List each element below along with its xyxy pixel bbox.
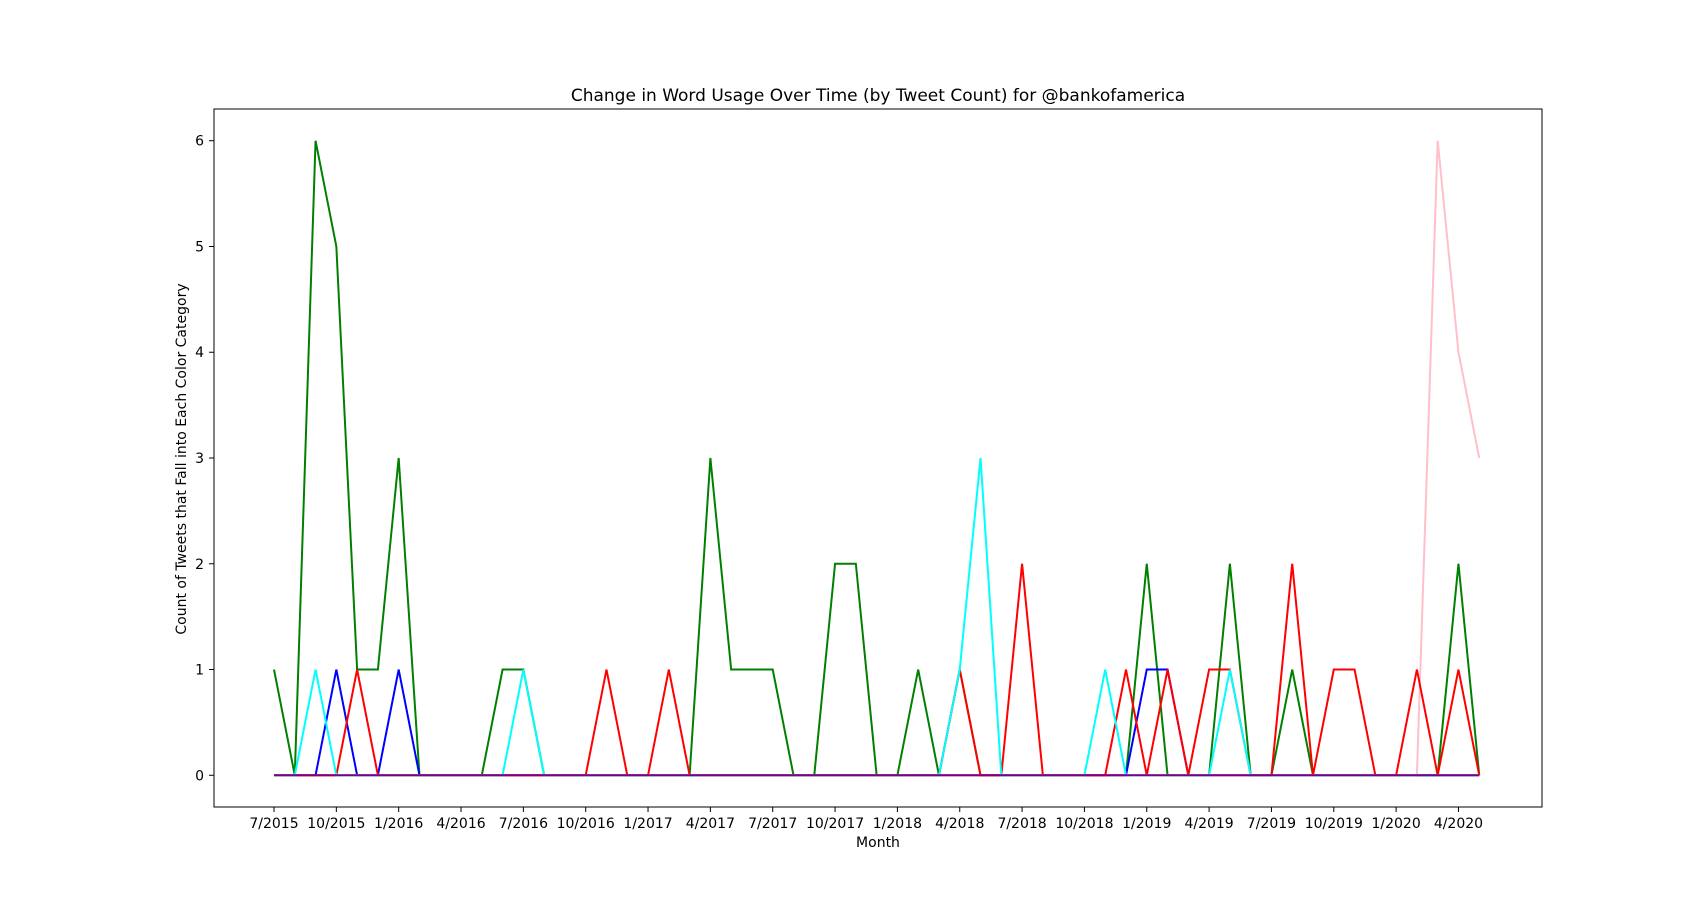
series-line-4 xyxy=(274,457,1480,777)
x-tick-label: 4/2020 xyxy=(1434,816,1483,832)
x-tick-label: 4/2017 xyxy=(686,816,735,832)
x-axis-label: Month xyxy=(856,835,900,851)
x-tick-label: 10/2018 xyxy=(1055,816,1113,832)
x-tick-label: 7/2016 xyxy=(499,816,548,832)
x-tick-label: 10/2016 xyxy=(557,816,615,832)
y-axis-label: Count of Tweets that Fall into Each Colo… xyxy=(174,283,190,634)
y-tick-label: 1 xyxy=(195,663,204,679)
x-tick-label: 10/2015 xyxy=(307,816,365,832)
x-tick-label: 7/2015 xyxy=(249,816,298,832)
axis-layer: 7/2015 10/2015 1/2016 4/2016 7/2016 10/2016 1/… xyxy=(195,134,1483,832)
series-layer xyxy=(273,140,1481,777)
x-tick-label: 1/2018 xyxy=(873,816,922,832)
x-tick-label: 4/2016 xyxy=(436,816,485,832)
x-tick-label: 1/2019 xyxy=(1122,816,1171,832)
x-tick-label: 1/2017 xyxy=(623,816,672,832)
x-tick-label: 1/2016 xyxy=(374,816,423,832)
x-tick-label: 1/2020 xyxy=(1371,816,1420,832)
y-tick-label: 3 xyxy=(195,451,204,467)
series-line-1 xyxy=(274,668,1480,777)
x-tick-label: 7/2018 xyxy=(997,816,1046,832)
plot-frame xyxy=(213,108,1543,808)
x-tick-label: 10/2019 xyxy=(1305,816,1363,832)
y-tick-label: 6 xyxy=(195,134,204,150)
y-tick-label: 0 xyxy=(195,768,204,784)
series-line-3 xyxy=(274,563,1481,777)
chart-title: Change in Word Usage Over Time (by Tweet… xyxy=(571,86,1185,106)
y-tick-label: 4 xyxy=(195,345,204,361)
x-tick-label: 7/2019 xyxy=(1247,816,1296,832)
x-tick-label: 4/2019 xyxy=(1184,816,1233,832)
x-tick-label: 10/2017 xyxy=(806,816,864,832)
x-tick-label: 7/2017 xyxy=(748,816,797,832)
y-tick-label: 2 xyxy=(195,557,204,573)
y-tick-label: 5 xyxy=(195,239,204,255)
series-line-2 xyxy=(274,140,1481,777)
series-line-0 xyxy=(273,140,1481,777)
x-tick-label: 4/2018 xyxy=(935,816,984,832)
